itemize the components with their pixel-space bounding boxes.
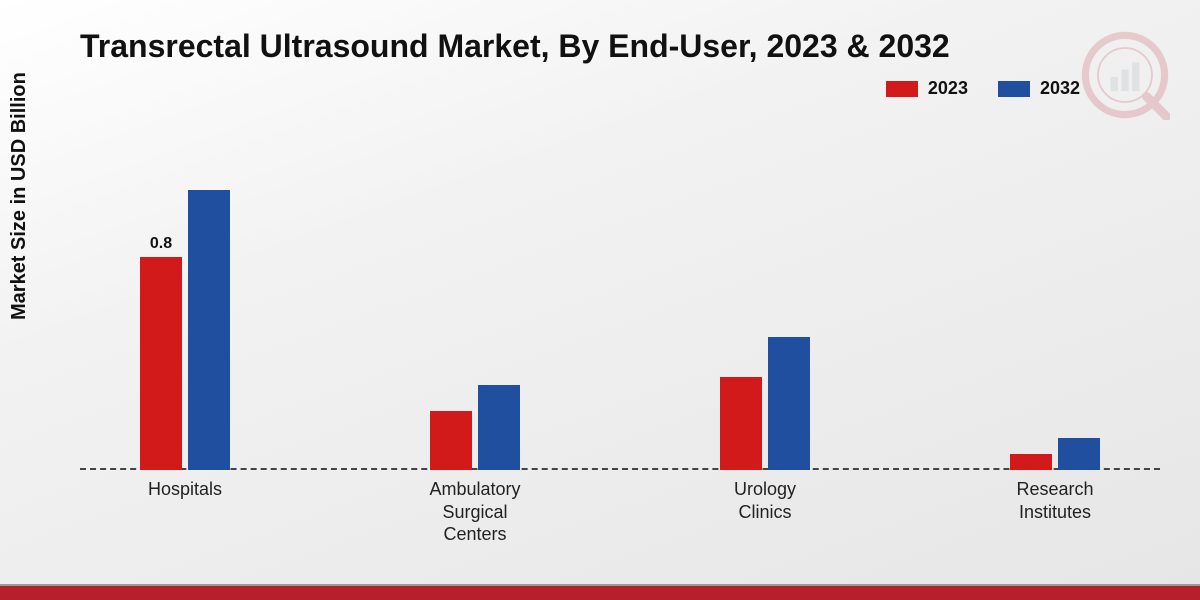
x-axis-category-label: Research Institutes [985, 478, 1125, 523]
x-axis-category-label: Hospitals [115, 478, 255, 501]
bar [720, 377, 762, 470]
x-axis-baseline [80, 468, 1160, 470]
legend-swatch-2023 [886, 81, 918, 97]
bar [188, 190, 230, 470]
chart-title: Transrectal Ultrasound Market, By End-Us… [80, 28, 950, 65]
plot-area: 0.8 [80, 150, 1160, 470]
bar [478, 385, 520, 470]
bar-value-label: 0.8 [131, 235, 191, 253]
watermark-logo [1080, 30, 1170, 120]
x-axis-category-label: Urology Clinics [695, 478, 835, 523]
legend-item-2023: 2023 [886, 78, 968, 99]
bar [768, 337, 810, 470]
y-axis-label: Market Size in USD Billion [8, 72, 31, 320]
x-axis-category-label: Ambulatory Surgical Centers [405, 478, 545, 546]
bar [1058, 438, 1100, 470]
legend-swatch-2032 [998, 81, 1030, 97]
chart-page: Transrectal Ultrasound Market, By End-Us… [0, 0, 1200, 600]
bar [140, 257, 182, 470]
legend-item-2032: 2032 [998, 78, 1080, 99]
legend-label-2023: 2023 [928, 78, 968, 99]
bar [430, 411, 472, 470]
footer-accent-bar [0, 584, 1200, 600]
bar [1010, 454, 1052, 470]
legend-label-2032: 2032 [1040, 78, 1080, 99]
legend: 2023 2032 [886, 78, 1080, 99]
